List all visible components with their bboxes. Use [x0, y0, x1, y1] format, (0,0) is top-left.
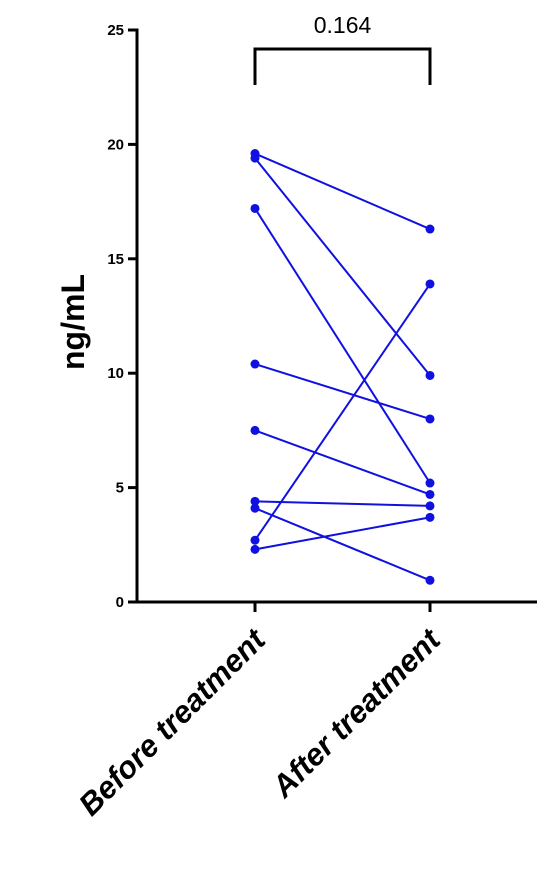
y-axis-label: ng/mL [55, 274, 91, 370]
y-tick-label: 20 [107, 136, 124, 153]
x-tick-label: Before treatment [72, 621, 273, 822]
data-point-after [425, 512, 435, 522]
x-tick-label: After treatment [264, 621, 448, 805]
pair-line [254, 507, 431, 582]
data-point-before [250, 535, 260, 545]
data-point-after [425, 501, 435, 511]
pair-line [254, 500, 431, 507]
data-point-after [425, 370, 435, 380]
data-point-before [250, 153, 260, 163]
pair-line [254, 516, 431, 551]
data-point-after [425, 575, 435, 585]
y-tick-label: 25 [107, 22, 124, 39]
pair-line [254, 363, 431, 420]
y-tick-label: 10 [107, 365, 124, 382]
y-tick-label: 5 [116, 480, 124, 497]
pair-lines [254, 152, 431, 582]
data-point-after [425, 224, 435, 234]
data-point-after [425, 414, 435, 424]
pair-line [254, 283, 431, 541]
p-value-label: 0.164 [314, 12, 372, 38]
data-point-before [250, 425, 260, 435]
data-points [250, 149, 435, 585]
y-ticks: 0 5 10 15 20 25 [107, 22, 137, 611]
significance-bracket [253, 47, 432, 85]
pair-line [254, 152, 431, 230]
data-point-before [250, 544, 260, 554]
data-point-after [425, 489, 435, 499]
pair-line [254, 157, 431, 377]
data-point-after [425, 279, 435, 289]
y-tick-label: 15 [107, 251, 124, 268]
data-point-before [250, 503, 260, 513]
y-tick-label: 0 [116, 594, 124, 611]
data-point-after [425, 478, 435, 488]
axes [135, 28, 537, 604]
data-point-before [250, 203, 260, 213]
data-point-before [250, 496, 260, 506]
pair-line [254, 207, 431, 484]
pair-line [254, 429, 431, 496]
data-point-before [250, 359, 260, 369]
